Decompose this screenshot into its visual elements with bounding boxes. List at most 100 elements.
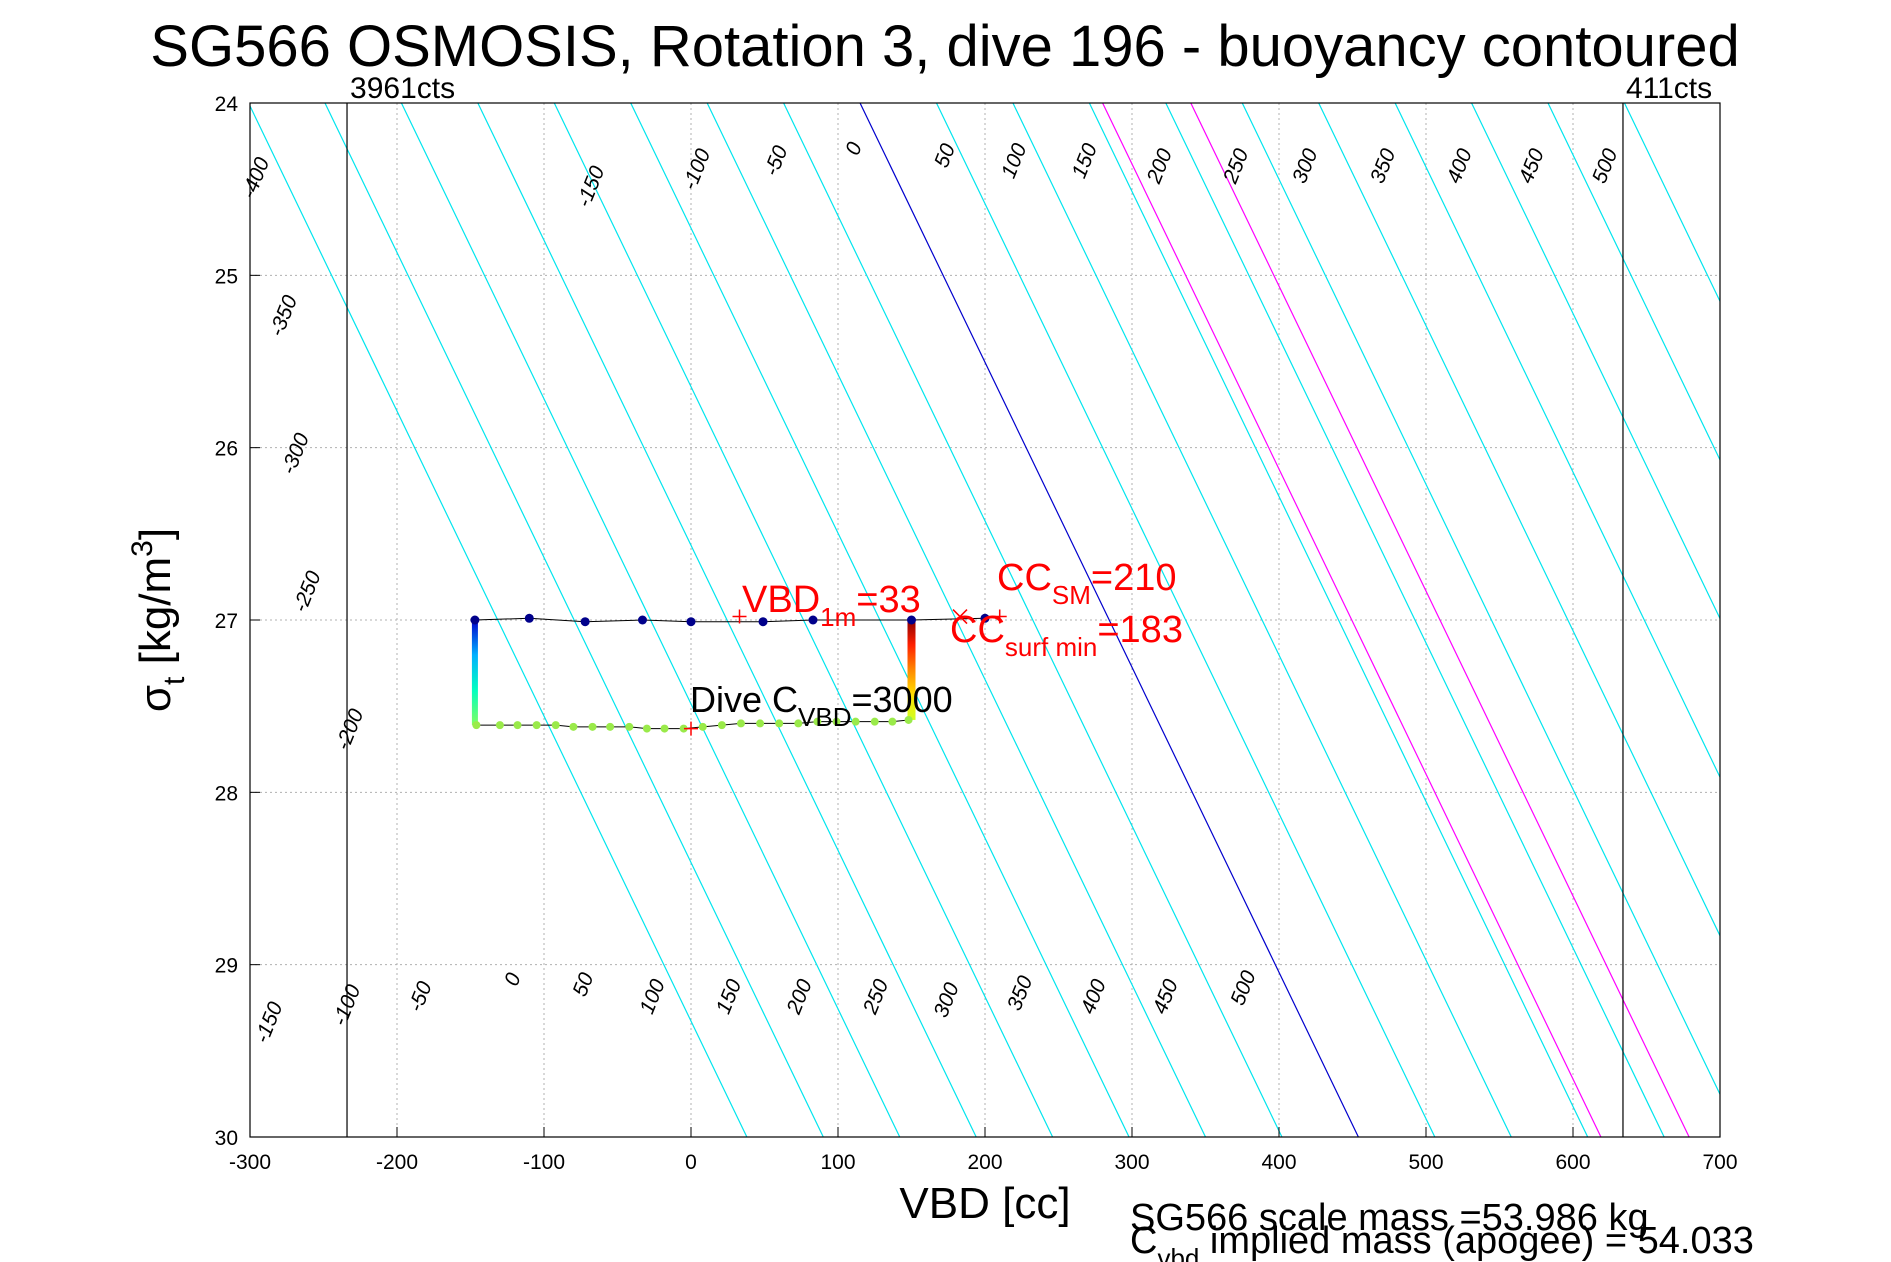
x-tick-label: 100: [820, 1151, 855, 1174]
series-point: [606, 722, 615, 731]
contour-labels: -400 -350 -300 -250 -200 -150 -100 -50 0 50 100 150…: [237, 139, 1622, 1047]
x-tick-label: 500: [1408, 1151, 1443, 1174]
cc-sm-sub: SM: [1052, 580, 1091, 610]
contour-value-label: -50: [404, 978, 437, 1015]
series-point: [758, 617, 768, 627]
plus-marker: [732, 609, 747, 624]
dive-cvbd-sub: VBD: [798, 702, 851, 732]
vbd-1m-sub: 1m: [820, 602, 856, 632]
contour-value-label: -350: [265, 292, 302, 340]
contour-line-cyan: [1241, 103, 1720, 1096]
series-point: [888, 717, 897, 726]
series-point: [775, 719, 784, 728]
contour-value-label: 500: [1226, 967, 1261, 1008]
y-tick-label: 27: [215, 610, 238, 633]
x-axis-label: VBD [cc]: [899, 1179, 1070, 1228]
dive-series: [470, 613, 990, 733]
series-point: [698, 722, 707, 731]
series-point: [495, 721, 504, 730]
series-point: [569, 722, 578, 731]
contour-value-label: -200: [331, 705, 368, 753]
contour-line-cyan: [1394, 103, 1720, 779]
series-point: [717, 721, 726, 730]
contour-value-label: -300: [277, 430, 314, 478]
contour-value-label: 400: [1076, 976, 1111, 1017]
series-point: [470, 615, 480, 625]
series-point: [625, 722, 634, 731]
plus-marker: [684, 721, 698, 736]
contour-value-label: -150: [250, 998, 287, 1046]
vbd-markers: [684, 609, 1007, 736]
contour-line-cyan: [324, 103, 824, 1137]
cc-surf-annotation: CCsurf min=183: [950, 609, 1183, 662]
contour-value-label: 0: [841, 139, 867, 159]
contour-line-cyan: [1165, 103, 1665, 1137]
y-axis-label-main: σ: [131, 685, 180, 712]
y-axis-label-sub: t: [158, 676, 191, 685]
contour-line-cyan: [1012, 103, 1512, 1137]
ascent-profile-bar: [907, 620, 916, 720]
contour-line-cyan: [1088, 103, 1589, 1137]
vbd-1m-main: VBD: [742, 579, 820, 621]
cc-surf-value: =183: [1097, 609, 1183, 651]
contour-value-label: 200: [782, 976, 817, 1018]
series-point: [813, 717, 822, 726]
dive-cvbd-annotation: Dive CVBD=3000: [690, 679, 953, 732]
contour-line-cyan: [1470, 103, 1720, 620]
contour-value-label: 250: [1219, 145, 1254, 187]
contour-value-label: -50: [760, 142, 793, 179]
contour-value-label: 250: [858, 976, 893, 1018]
x-tick-label: 300: [1114, 1151, 1149, 1174]
series-point: [588, 722, 597, 731]
series-point: [551, 721, 560, 730]
y-axis-label: σt [kg/m3]: [126, 528, 191, 712]
x-tick-label: 400: [1261, 1151, 1296, 1174]
y-ticks: 24 25 26 27 28 29 30: [215, 93, 260, 1150]
cc-sm-main: CC: [997, 557, 1052, 599]
series-point: [832, 717, 841, 726]
series-point: [637, 615, 647, 625]
series-point: [907, 615, 916, 625]
contour-value-label: 350: [1366, 145, 1401, 186]
series-point: [980, 613, 990, 623]
buoyancy-contours: [250, 103, 1720, 1137]
contour-line-cyan: [1623, 103, 1720, 303]
series-point: [580, 617, 590, 627]
series-point: [660, 724, 669, 733]
cc-surf-sub: surf min: [1005, 632, 1097, 662]
y-tick-label: 26: [215, 438, 238, 461]
contour-line-magenta: [1190, 103, 1690, 1137]
contour-value-label: 100: [635, 976, 670, 1017]
contour-value-label: 400: [1442, 145, 1477, 186]
contour-line-zero: [859, 103, 1360, 1137]
contour-value-label: -250: [289, 568, 326, 616]
contour-value-label: -400: [237, 154, 274, 202]
series-point: [524, 613, 534, 623]
series-point: [756, 719, 765, 728]
cc-sm-annotation: CCSM=210: [997, 557, 1176, 610]
scale-mass-footer: SG566 scale mass =53.986 kg: [1130, 1197, 1649, 1239]
series-point: [794, 719, 803, 728]
x-ticks: -300 -200 -100 0 100 200 300 400 500 600 700: [229, 1127, 1738, 1174]
implied-mass-main: C: [1130, 1220, 1157, 1262]
vbd-1m-annotation: VBD1m=33: [742, 579, 921, 632]
x-tick-label: 200: [967, 1151, 1002, 1174]
x-tick-label: -300: [229, 1151, 271, 1174]
contour-value-label: -150: [572, 163, 609, 211]
y-tick-label: 29: [215, 955, 238, 978]
dive-cvbd-main: Dive C: [690, 679, 798, 720]
contour-value-label: 150: [712, 976, 747, 1017]
y-axis-label-rest: [kg/m: [131, 557, 180, 677]
x-tick-label: 600: [1555, 1151, 1590, 1174]
cross-marker: [952, 609, 968, 625]
contour-value-label: 350: [1003, 972, 1038, 1013]
series-point: [513, 721, 522, 730]
contour-value-label: 450: [1514, 145, 1549, 186]
contour-line-cyan: [782, 103, 1283, 1137]
y-tick-label: 24: [215, 93, 239, 116]
series-point: [870, 717, 879, 726]
dive-cvbd-value: =3000: [852, 679, 953, 720]
contour-value-label: 450: [1148, 976, 1183, 1017]
series-point: [808, 615, 818, 625]
x-tick-label: -200: [376, 1151, 418, 1174]
